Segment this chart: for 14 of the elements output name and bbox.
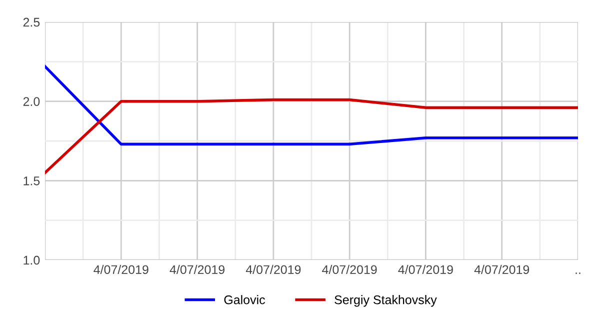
x-tick-label: .. bbox=[576, 272, 580, 274]
y-tick-label: 2.0 bbox=[23, 97, 40, 106]
x-tick-label: 4/07/2019 bbox=[322, 264, 377, 274]
y-tick-label: 2.5 bbox=[23, 18, 40, 27]
x-tick-label: 4/07/2019 bbox=[170, 264, 224, 274]
y-tick-label: 1.0 bbox=[24, 256, 40, 265]
line-series bbox=[45, 98, 578, 174]
x-tick-label: 4/07/2019 bbox=[474, 264, 530, 274]
x-tick-label: 4/07/2019 bbox=[94, 264, 148, 274]
y-tick-label: 1.5 bbox=[24, 176, 40, 186]
legend-label: Galovic bbox=[224, 295, 265, 304]
legend-label: Sergiy Stakhovsky bbox=[334, 295, 437, 307]
x-tick-label: 4/07/2019 bbox=[246, 264, 301, 274]
x-tick-label: 4/07/2019 bbox=[398, 264, 453, 274]
